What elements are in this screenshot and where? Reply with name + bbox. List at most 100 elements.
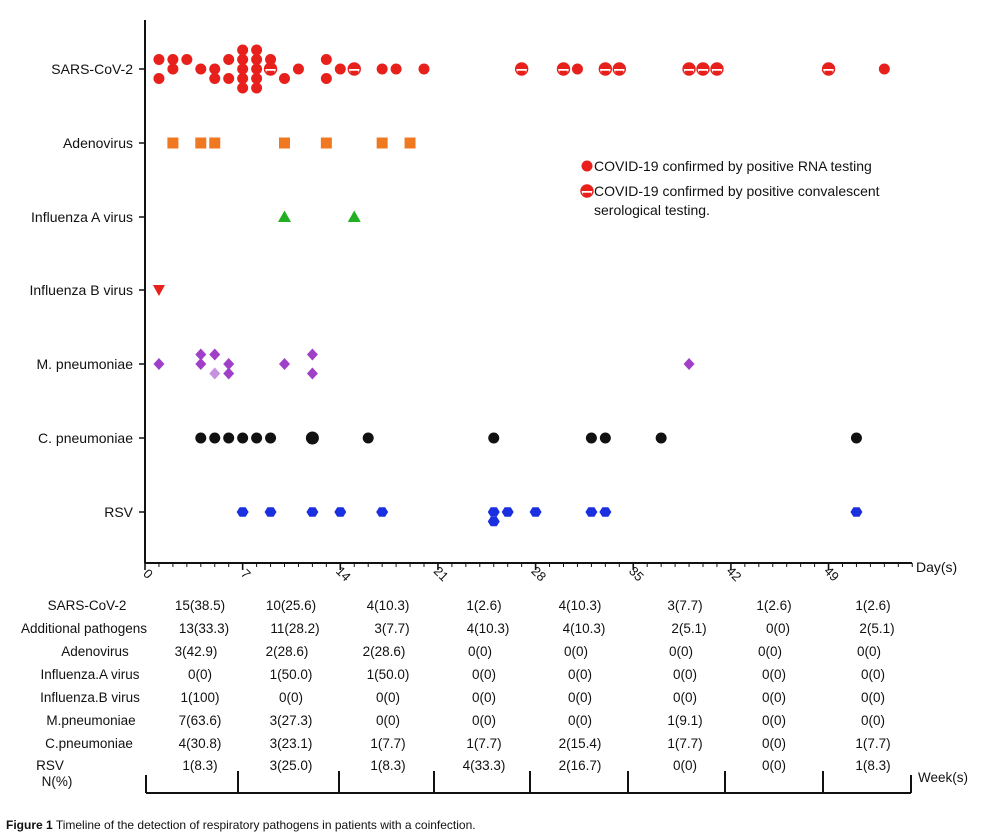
table-cell: 2(16.7) <box>558 758 602 773</box>
y-axis-label: Influenza A virus <box>31 209 133 225</box>
data-point <box>320 73 332 84</box>
y-axis-label: RSV <box>104 504 133 520</box>
table-cell: 4(33.3) <box>462 758 506 773</box>
data-point <box>488 432 500 444</box>
data-point <box>320 54 332 65</box>
sero-point <box>580 184 594 198</box>
sero-bottom-half <box>350 70 359 76</box>
data-point <box>223 54 235 65</box>
table-cell: 0(0) <box>375 690 401 705</box>
table-cell: 0(0) <box>672 758 698 773</box>
data-point <box>347 210 361 222</box>
data-point <box>599 507 612 517</box>
sero-point <box>710 62 724 76</box>
table-cell: 0(0) <box>471 713 497 728</box>
sero-point <box>263 62 278 76</box>
sero-bottom-half <box>698 70 708 76</box>
data-point <box>209 432 221 444</box>
data-point <box>195 358 207 370</box>
data-point <box>683 358 695 370</box>
sero-point <box>696 62 710 76</box>
data-point <box>278 210 291 222</box>
data-point <box>571 63 583 75</box>
data-point <box>223 367 235 380</box>
table-cell: 1(50.0) <box>366 667 410 682</box>
table-cell: 0(0) <box>761 736 787 751</box>
data-point <box>167 54 179 65</box>
table-cell: 1(50.0) <box>269 667 313 682</box>
data-point <box>376 137 388 149</box>
table-cell: 0(0) <box>567 667 593 682</box>
sero-top-half <box>822 63 835 69</box>
table-week-label: Week(s) <box>918 770 969 785</box>
data-point <box>209 73 221 84</box>
table-cell: 2(15.4) <box>558 736 602 751</box>
data-point <box>599 432 611 444</box>
data-point <box>237 432 249 444</box>
sero-top-half <box>613 63 626 69</box>
sero-point <box>598 62 613 76</box>
data-point <box>362 432 374 444</box>
table-cell: 4(30.8) <box>178 736 222 751</box>
data-point <box>181 54 193 65</box>
table-cell: 1(7.7) <box>466 736 502 751</box>
sero-top-half <box>264 63 277 69</box>
x-tick-label: 42 <box>724 563 745 584</box>
table-cell: 0(0) <box>563 644 589 659</box>
table-cell: 1(2.6) <box>855 598 891 613</box>
data-point <box>265 432 277 444</box>
table-cell: 1(7.7) <box>370 736 406 751</box>
sero-point <box>612 62 626 76</box>
sero-bottom-half <box>517 70 526 75</box>
data-point <box>279 137 290 149</box>
sero-bottom-half <box>615 70 624 76</box>
table-cell: 4(10.3) <box>466 621 510 636</box>
sero-top-half <box>697 63 709 69</box>
table-cell: 0(0) <box>765 621 791 636</box>
table-row-label: SARS-CoV-2 <box>47 598 127 613</box>
table-cell: 3(7.7) <box>374 621 410 636</box>
data-point <box>279 73 290 84</box>
table-cell: 13(33.3) <box>178 621 230 636</box>
data-point <box>390 63 402 75</box>
data-point <box>237 54 249 65</box>
x-tick-label: 7 <box>238 566 254 582</box>
x-tick-label: 28 <box>528 563 549 584</box>
sero-top-half <box>599 63 612 69</box>
data-point <box>306 367 318 380</box>
table-cell: 4(10.3) <box>562 621 606 636</box>
chart-axes <box>139 20 913 570</box>
data-point <box>153 54 165 65</box>
data-point <box>251 44 263 56</box>
caption-text: Timeline of the detection of respiratory… <box>55 818 476 832</box>
table-cell: 1(9.1) <box>667 713 703 728</box>
sero-bottom-half <box>601 70 610 76</box>
data-point <box>585 507 598 517</box>
sero-point <box>682 62 696 76</box>
table-cell: 1(2.6) <box>756 598 792 613</box>
data-point <box>195 63 207 75</box>
table-cell: 0(0) <box>860 667 886 682</box>
data-point <box>223 358 235 370</box>
sero-bottom-half <box>559 70 568 76</box>
data-point <box>209 63 221 75</box>
table-cell: 0(0) <box>278 690 304 705</box>
data-point <box>878 63 890 75</box>
table-cell: 0(0) <box>856 644 882 659</box>
caption-prefix: Figure 1 <box>6 818 53 832</box>
x-tick-label: 21 <box>431 563 452 584</box>
data-point <box>251 73 263 84</box>
table-cell: 2(5.1) <box>671 621 707 636</box>
x-axis-title: Day(s) <box>916 559 957 575</box>
data-point <box>153 73 165 84</box>
week-summary-table: SARS-CoV-2 Additional pathogens Adenovir… <box>0 590 993 800</box>
legend-marker <box>581 160 593 172</box>
table-cell: 15(38.5) <box>174 598 226 613</box>
data-point <box>585 432 597 444</box>
data-point <box>334 63 346 75</box>
data-point <box>501 507 514 517</box>
data-point <box>376 507 389 517</box>
table-cell: 3(27.3) <box>269 713 313 728</box>
y-axis-label: Adenovirus <box>63 135 133 151</box>
data-point <box>306 348 318 361</box>
